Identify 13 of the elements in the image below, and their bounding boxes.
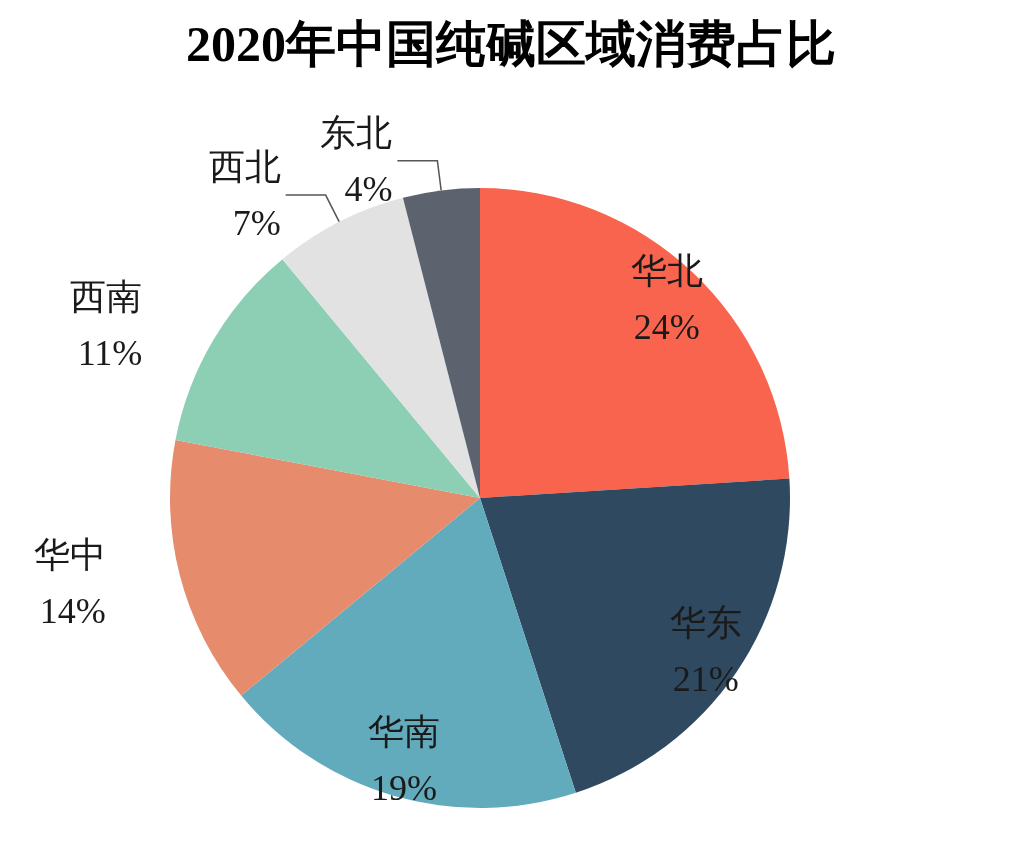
slice-label: 西南 (70, 276, 143, 317)
data-label: 24% (633, 307, 700, 348)
data-label: 14% (39, 590, 106, 631)
slice-label: 华南 (367, 711, 440, 752)
data-label: 4% (344, 168, 393, 209)
data-label: 7% (232, 203, 281, 244)
data-label: 11% (77, 332, 143, 373)
slice-label: 华东 (669, 603, 742, 644)
chart-title: 2020年中国纯碱区域消费占比 (186, 16, 836, 72)
data-label: 19% (370, 767, 437, 808)
slice-label: 东北 (320, 112, 393, 153)
slice-label: 西北 (208, 147, 281, 188)
slice-label: 华中 (33, 534, 106, 575)
